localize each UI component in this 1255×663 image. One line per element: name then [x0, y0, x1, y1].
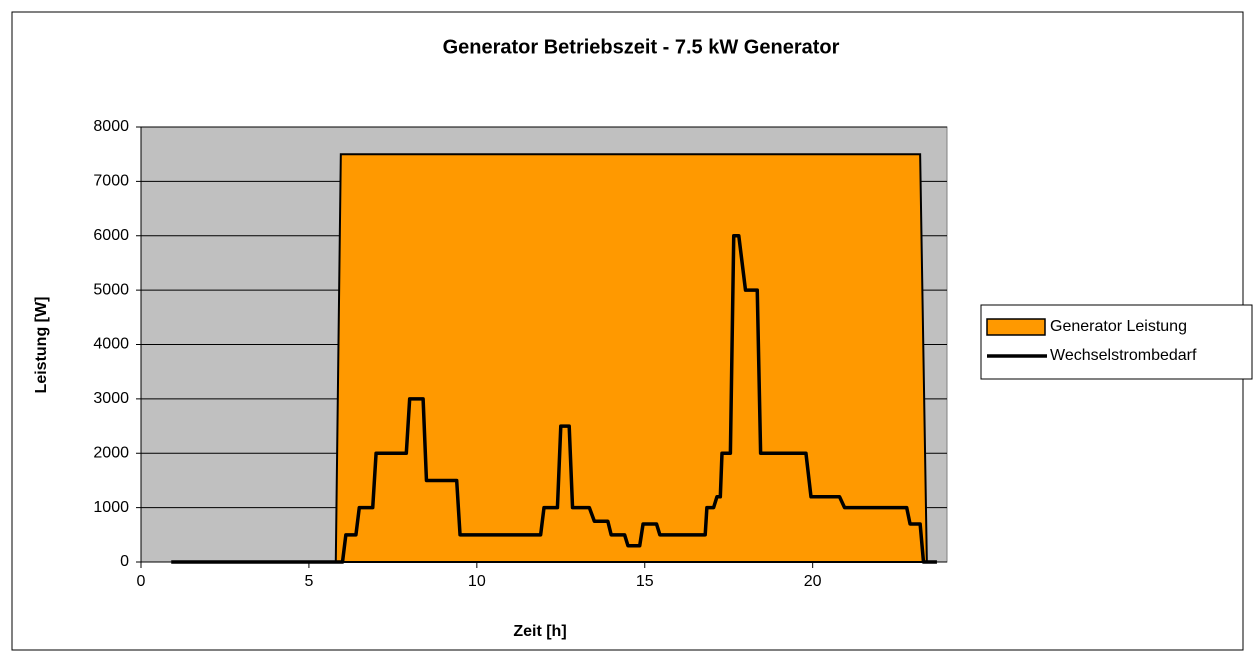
- y-tick-label: 1000: [93, 499, 129, 516]
- y-tick-label: 0: [120, 553, 129, 570]
- y-axis-label: Leistung [W]: [33, 297, 50, 394]
- legend-swatch: [986, 318, 1046, 336]
- legend-label: Wechselstrombedarf: [1050, 347, 1197, 364]
- area: [334, 153, 928, 563]
- legend-label: Generator Leistung: [1050, 318, 1187, 335]
- y-tick-label: 6000: [93, 227, 129, 244]
- y-tick-label: 5000: [93, 281, 129, 298]
- legend: [980, 304, 1253, 380]
- y-tick-label: 4000: [93, 336, 129, 353]
- x-tick-label: 20: [804, 573, 822, 590]
- x-tick-label: 0: [137, 573, 146, 590]
- y-tick-label: 7000: [93, 173, 129, 190]
- y-tick-label: 3000: [93, 390, 129, 407]
- line: [171, 234, 937, 564]
- x-tick-label: 10: [468, 573, 486, 590]
- chart-title: Generator Betriebszeit - 7.5 kW Generato…: [443, 36, 840, 58]
- y-tick-label: 2000: [93, 444, 129, 461]
- x-tick-label: 15: [636, 573, 654, 590]
- x-axis-label: Zeit [h]: [513, 623, 566, 640]
- y-tick-label: 8000: [93, 118, 129, 135]
- x-tick-label: 5: [304, 573, 313, 590]
